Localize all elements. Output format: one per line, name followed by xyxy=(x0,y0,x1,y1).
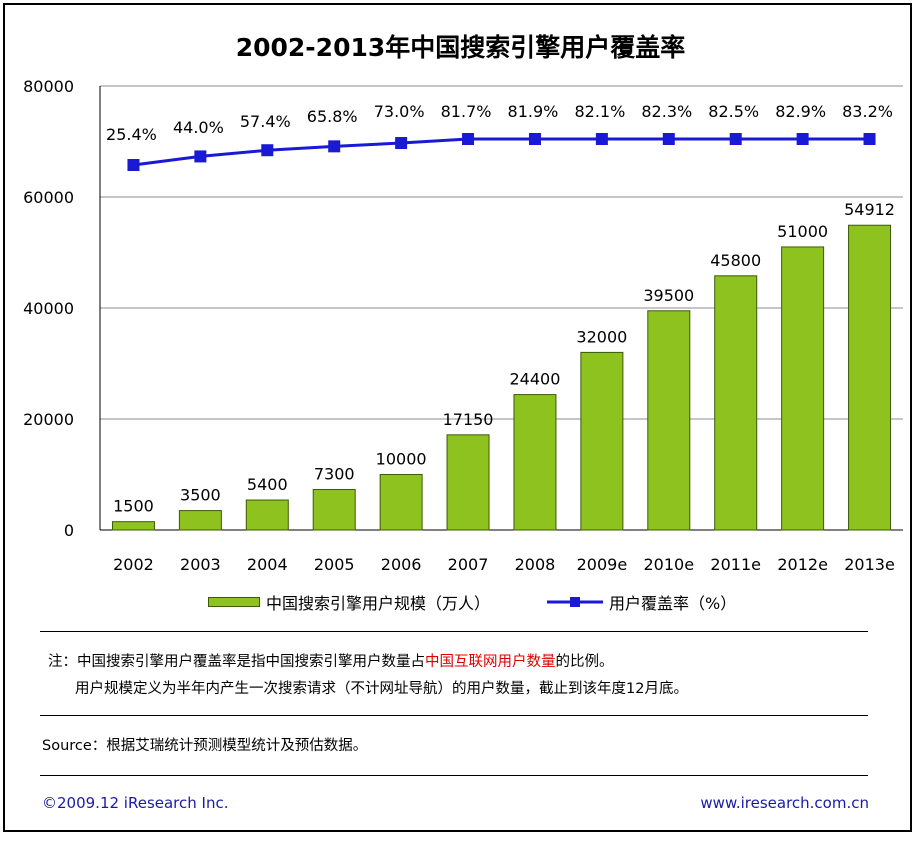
footer-copyright: ©2009.12 iResearch Inc. xyxy=(42,794,229,812)
note-line-1: 注：中国搜索引擎用户覆盖率是指中国搜索引擎用户数量占中国互联网用户数量的比例。 xyxy=(48,650,614,671)
y-tick-label: 60000 xyxy=(23,188,74,207)
x-tick-label: 2007 xyxy=(448,555,489,574)
divider-2 xyxy=(40,715,868,716)
coverage-marker xyxy=(328,140,341,153)
coverage-value-label: 73.0% xyxy=(374,102,425,121)
bar xyxy=(848,224,892,531)
y-tick-label: 0 xyxy=(64,521,74,540)
x-tick-label: 2005 xyxy=(314,555,355,574)
coverage-value-label: 44.0% xyxy=(173,118,224,137)
coverage-marker xyxy=(462,133,475,145)
legend-bar-swatch xyxy=(208,597,260,607)
coverage-marker xyxy=(395,137,408,150)
legend-line-label: 用户覆盖率（%） xyxy=(609,594,737,613)
bar-value-label: 5400 xyxy=(247,475,288,494)
coverage-marker xyxy=(528,133,541,145)
bar-value-label: 51000 xyxy=(777,222,828,241)
y-tick-label: 40000 xyxy=(23,299,74,318)
note-highlight: 中国互联网用户数量 xyxy=(425,654,556,670)
bar xyxy=(312,488,356,531)
x-tick-label: 2004 xyxy=(247,555,288,574)
coverage-value-label: 81.7% xyxy=(441,102,492,121)
legend-bar: 中国搜索引擎用户规模（万人） xyxy=(208,590,490,614)
bar-value-label: 24400 xyxy=(510,370,561,389)
legend-bar-label: 中国搜索引擎用户规模（万人） xyxy=(266,594,491,613)
coverage-line xyxy=(133,137,870,167)
x-tick-label: 2008 xyxy=(515,555,556,574)
coverage-value-label: 65.8% xyxy=(307,107,358,126)
bar-value-label: 7300 xyxy=(314,464,355,483)
bar xyxy=(446,434,490,531)
coverage-marker xyxy=(595,133,608,145)
note-suffix: 的比例。 xyxy=(555,654,614,670)
legend-line: 用户覆盖率（%） xyxy=(545,590,736,614)
coverage-marker xyxy=(261,144,274,157)
bar xyxy=(178,510,222,531)
x-tick-label: 2006 xyxy=(381,555,422,574)
coverage-value-label: 82.1% xyxy=(574,102,625,121)
source-note: Source：根据艾瑞统计预测模型统计及预估数据。 xyxy=(42,738,368,754)
note-line-2: 用户规模定义为半年内产生一次搜索请求（不计网址导航）的用户数量，截止到该年度12… xyxy=(75,681,688,697)
x-tick-label: 2003 xyxy=(180,555,221,574)
coverage-marker xyxy=(796,133,809,145)
coverage-value-label: 57.4% xyxy=(240,112,291,131)
bar xyxy=(580,351,624,531)
bar-value-label: 17150 xyxy=(443,410,494,429)
x-tick-label: 2011e xyxy=(710,555,761,574)
chart-plot: 80000 60000 40000 20000 0 1500 2002 3500 2003 540… xyxy=(23,77,903,574)
coverage-value-label: 82.5% xyxy=(708,102,759,121)
coverage-value-label: 81.9% xyxy=(508,102,559,121)
divider-3 xyxy=(40,775,868,776)
x-tick-label: 2010e xyxy=(644,555,695,574)
bar-value-label: 54912 xyxy=(844,200,895,219)
coverage-value-label: 82.9% xyxy=(775,102,826,121)
x-tick-label: 2002 xyxy=(113,555,154,574)
coverage-marker xyxy=(729,133,742,145)
legend-line-swatch xyxy=(547,597,603,607)
bar-value-label: 45800 xyxy=(710,251,761,270)
bar-value-label: 10000 xyxy=(376,450,427,469)
coverage-value-label: 25.4% xyxy=(106,125,157,144)
bar xyxy=(111,521,155,531)
coverage-marker xyxy=(662,133,675,145)
x-tick-label: 2009e xyxy=(577,555,628,574)
coverage-marker xyxy=(127,159,140,171)
bar xyxy=(379,474,423,531)
bar xyxy=(245,499,289,531)
y-tick-label: 80000 xyxy=(23,77,74,96)
coverage-value-label: 83.2% xyxy=(842,102,893,121)
bar-value-label: 32000 xyxy=(576,327,627,346)
chart-title: 2002-2013年中国搜索引擎用户覆盖率 xyxy=(235,33,686,62)
divider-1 xyxy=(40,631,868,632)
coverage-marker xyxy=(194,150,207,163)
bar xyxy=(714,275,758,531)
bar xyxy=(647,310,691,531)
x-tick-label: 2013e xyxy=(844,555,895,574)
chart-frame xyxy=(3,3,912,832)
x-tick-label: 2012e xyxy=(777,555,828,574)
note-prefix: 注：中国搜索引擎用户覆盖率是指中国搜索引擎用户数量占 xyxy=(48,654,425,670)
bar xyxy=(513,394,557,531)
footer-url: www.iresearch.com.cn xyxy=(700,794,869,812)
coverage-value-label: 82.3% xyxy=(641,102,692,121)
y-tick-label: 20000 xyxy=(23,410,74,429)
bar xyxy=(781,246,825,531)
bar-value-label: 39500 xyxy=(643,286,694,305)
bar-value-label: 3500 xyxy=(180,486,221,505)
coverage-marker xyxy=(863,133,876,145)
bar-value-label: 1500 xyxy=(113,497,154,516)
